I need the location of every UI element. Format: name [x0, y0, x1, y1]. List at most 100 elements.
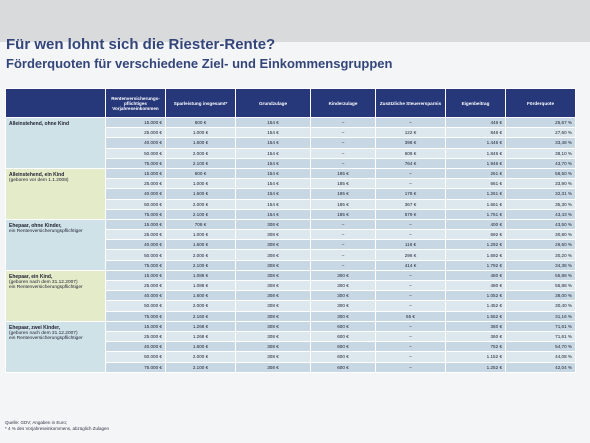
- cell: 1.761 €: [445, 208, 506, 220]
- group-label: Ehepaar, zwei Kinder,: [9, 324, 61, 331]
- cell: 25.000 €: [105, 229, 166, 241]
- cell: 75.000 €: [105, 157, 166, 169]
- cell: 608 €: [375, 147, 446, 159]
- cell: 1.452 €: [445, 300, 506, 312]
- cell: 154 €: [235, 116, 311, 129]
- cell: 1.846 €: [445, 147, 506, 159]
- cell: 261 €: [445, 167, 506, 180]
- cell: 1.261 €: [445, 188, 506, 200]
- cell: 154 €: [235, 127, 311, 139]
- cell: 300 €: [310, 300, 376, 312]
- cell: 25.000 €: [105, 127, 166, 139]
- cell: –: [310, 218, 376, 231]
- cell: –: [375, 229, 446, 241]
- table-row: 50.000 €2.000 €154 € –608 €1.846 €38,10 %: [6, 147, 576, 159]
- cell: 846 €: [445, 127, 506, 139]
- cell: 1.052 €: [445, 290, 506, 302]
- header-cell: Sparleistung insgesamt*: [165, 88, 236, 118]
- cell: 308 €: [235, 290, 311, 302]
- cell: 65 €: [375, 310, 446, 322]
- header-cell: [5, 88, 106, 118]
- cell: 154 €: [235, 147, 311, 159]
- cell: –: [310, 157, 376, 169]
- cell: 308 €: [235, 300, 311, 312]
- cell: 1.600 €: [165, 290, 236, 302]
- cell: 300 €: [310, 279, 376, 292]
- cell: –: [375, 167, 446, 180]
- cell: 15.000 €: [105, 269, 166, 282]
- cell: 308 €: [235, 239, 311, 251]
- table-row: 50.000 €2.000 €154 €185 €367 €1.661 €35,…: [6, 198, 576, 210]
- header-cell: Zusätzliche Steuerersparnis: [375, 88, 446, 118]
- cell: 154 €: [235, 157, 311, 169]
- cell: 367 €: [375, 198, 446, 210]
- cell: 122 €: [375, 127, 446, 139]
- cell: 2.100 €: [165, 157, 236, 169]
- cell: 15.000 €: [105, 320, 166, 332]
- cell: 752 €: [445, 341, 506, 353]
- subtitle: Förderquoten für verschiedene Ziel- und …: [6, 56, 393, 71]
- cell: 300 €: [310, 290, 376, 302]
- table-row: 40.000 €1.600 €308 €300 € –1.052 €38,00 %: [6, 290, 576, 302]
- cell: 308 €: [235, 229, 311, 241]
- cell: –: [375, 178, 446, 190]
- cell: 75.000 €: [105, 310, 166, 322]
- group-label: Ehepaar, ohne Kinder,: [9, 222, 62, 229]
- cell: 1.552 €: [445, 310, 506, 322]
- cell: 2.000 €: [165, 351, 236, 363]
- group-label: Alleinstehend, ein Kind: [9, 171, 65, 178]
- cell: 308 €: [235, 351, 311, 363]
- cell: –: [310, 229, 376, 241]
- cell: 398 €: [375, 137, 446, 149]
- cell: –: [375, 361, 446, 373]
- header-cell: Rentenversicherungs-pflichtiges Vorjahre…: [105, 88, 166, 118]
- cell: 185 €: [310, 167, 376, 180]
- cell: 185 €: [310, 188, 376, 200]
- cell: 154 €: [235, 198, 311, 210]
- cell: 1.152 €: [445, 351, 506, 363]
- cell: 43,50 %: [505, 218, 576, 231]
- cell: –: [310, 127, 376, 139]
- cell: 1.000 €: [165, 178, 236, 190]
- cell: 300 €: [310, 269, 376, 282]
- group-label: Ehepaar, ein Kind,: [9, 273, 53, 280]
- cell: 50.000 €: [105, 147, 166, 159]
- cell: 600 €: [310, 330, 376, 343]
- header-cell: Kinderzulage: [310, 88, 376, 118]
- group-label: ein Rentenversicherungspflichtiger: [9, 284, 83, 290]
- cell: –: [310, 116, 376, 129]
- cell: 2.100 €: [165, 208, 236, 220]
- cell: 579 €: [375, 208, 446, 220]
- cell: 308 €: [235, 341, 311, 353]
- cell: 308 €: [235, 249, 311, 261]
- cell: 40.000 €: [105, 188, 166, 200]
- cell: 661 €: [445, 178, 506, 190]
- cell: 42,04 %: [505, 361, 576, 373]
- cell: 30,80 %: [505, 229, 576, 241]
- cell: 50.000 €: [105, 300, 166, 312]
- header-row: Rentenversicherungs-pflichtiges Vorjahre…: [5, 88, 576, 118]
- cell: 71,61 %: [505, 320, 576, 332]
- cell: 2.000 €: [165, 300, 236, 312]
- cell: –: [375, 351, 446, 363]
- cell: –: [375, 330, 446, 343]
- cell: –: [310, 147, 376, 159]
- cell: 44,08 %: [505, 351, 576, 363]
- cell: 1.600 €: [165, 239, 236, 251]
- cell: 414 €: [375, 259, 446, 271]
- cell: 296 €: [375, 249, 446, 261]
- cell: 764 €: [375, 157, 446, 169]
- table-row: Ehepaar, zwei Kinder, (geboren nach dem 3…: [5, 320, 576, 373]
- cell: 1.000 €: [165, 229, 236, 241]
- cell: 1.268 €: [165, 320, 236, 332]
- cell: 43,43 %: [505, 208, 576, 220]
- cell: 30,40 %: [505, 300, 576, 312]
- cell: 600 €: [310, 351, 376, 363]
- cell: 55,88 %: [505, 279, 576, 292]
- cell: –: [375, 116, 446, 129]
- cell: 50.000 €: [105, 198, 166, 210]
- cell: –: [310, 259, 376, 271]
- header-cell: Grundzulage: [235, 88, 311, 118]
- cell: 154 €: [235, 178, 311, 190]
- cell: 1.268 €: [165, 330, 236, 343]
